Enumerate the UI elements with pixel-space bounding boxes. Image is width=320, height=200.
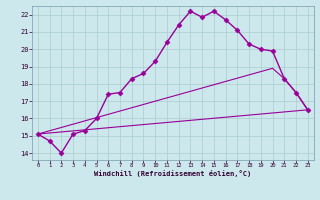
X-axis label: Windchill (Refroidissement éolien,°C): Windchill (Refroidissement éolien,°C) [94, 170, 252, 177]
